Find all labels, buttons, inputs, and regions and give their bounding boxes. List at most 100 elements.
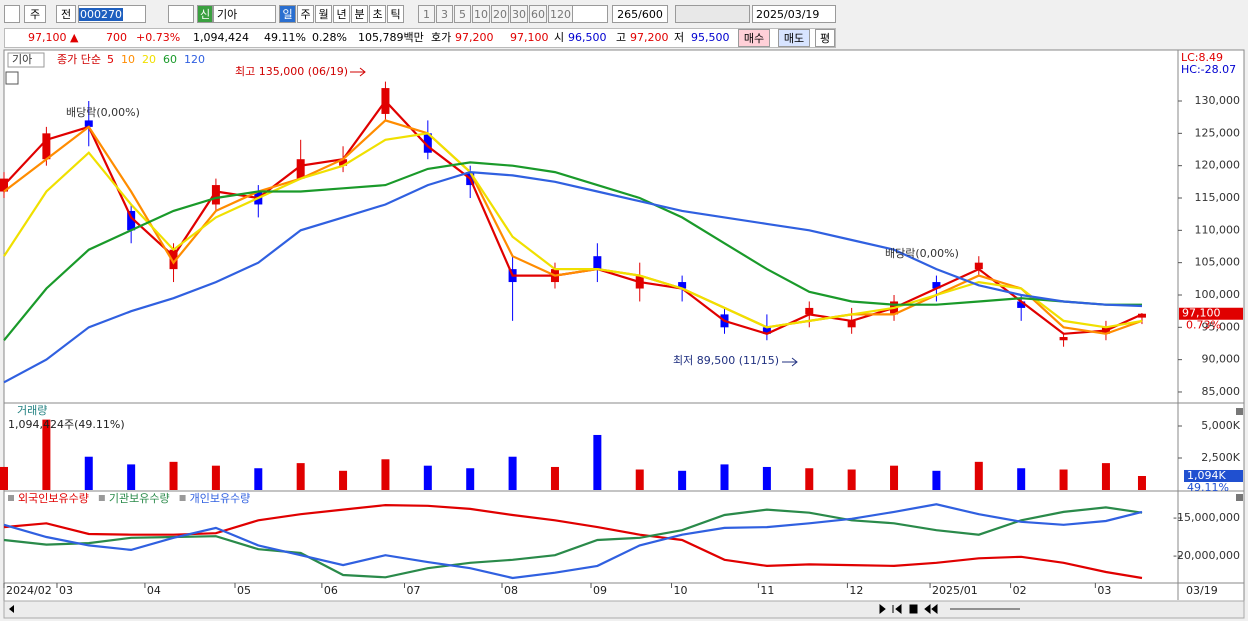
candle-body <box>339 159 348 166</box>
last-volume-pct: 49.11% <box>1187 481 1229 494</box>
moving-average <box>3 119 1143 335</box>
tool-icons[interactable] <box>675 5 750 23</box>
chart-frame <box>3 49 1245 602</box>
candle-body <box>1017 301 1026 308</box>
prev-button[interactable]: 전 <box>56 5 76 23</box>
candle-body <box>847 320 856 328</box>
panel-close[interactable] <box>1236 494 1243 501</box>
high-label: 고 <box>616 31 627 44</box>
volume-bar <box>84 456 93 490</box>
x-end-label: 03/19 <box>1186 584 1218 597</box>
date-input[interactable]: 2025/03/19 <box>752 5 836 23</box>
high: 97,200 <box>630 31 669 44</box>
volume-bar <box>550 466 559 490</box>
volume-bar <box>678 470 687 490</box>
y-tick-label: 90,000 <box>1202 353 1241 366</box>
period-button[interactable]: 초 <box>369 5 386 23</box>
volume-bar <box>211 465 220 490</box>
x-tick-label: 09 <box>593 584 607 597</box>
x-tick-label: 04 <box>147 584 161 597</box>
interval-button[interactable]: 1 <box>418 5 435 23</box>
volume-bar <box>381 459 390 490</box>
volume-bar <box>254 468 263 490</box>
x-tick-label: 05 <box>237 584 251 597</box>
quote-bar <box>4 28 836 48</box>
candle-body <box>762 327 771 334</box>
interval-button[interactable]: 30 <box>510 5 528 23</box>
buy-button[interactable]: 매수 <box>738 29 770 47</box>
period-button[interactable]: 분 <box>351 5 368 23</box>
volume-bar <box>466 468 475 490</box>
candle-body <box>127 210 136 231</box>
period-button[interactable]: 틱 <box>387 5 404 23</box>
candle-body <box>1137 313 1146 318</box>
lc-label: LC:8.49 <box>1181 51 1223 64</box>
candle-body <box>169 249 178 270</box>
candle-body <box>84 120 93 127</box>
period-button[interactable]: 년 <box>333 5 350 23</box>
legend-swatch <box>98 495 105 501</box>
legend-entry: 외국인보유수량 <box>18 492 89 505</box>
y-tick-label: 2,500K <box>1201 451 1240 464</box>
period-button[interactable]: 일 <box>279 5 296 23</box>
volume-bar <box>890 465 899 490</box>
volume-bar <box>974 461 983 490</box>
y-tick-label: 115,000 <box>1195 191 1241 204</box>
bid-label: 호가 <box>431 31 452 44</box>
period-button[interactable]: 월 <box>315 5 332 23</box>
low: 95,500 <box>691 31 730 44</box>
moving-average <box>3 170 1143 384</box>
legend-entry: 10 <box>121 53 135 66</box>
grid-icon[interactable] <box>5 71 19 85</box>
scroll-controls[interactable] <box>879 603 938 615</box>
x-tick-label: 03 <box>1097 584 1111 597</box>
volume-ratio: 49.11% <box>264 31 306 44</box>
legend-swatch <box>179 495 186 501</box>
period-button[interactable]: 주 <box>297 5 314 23</box>
annotation-high: 최고 135,000 (06/19) <box>235 65 348 78</box>
interval-button[interactable]: 3 <box>436 5 453 23</box>
interval-select[interactable] <box>572 5 608 23</box>
interval-button[interactable]: 20 <box>491 5 509 23</box>
volume-bar <box>1101 463 1110 490</box>
volume-bar <box>1137 475 1146 490</box>
change: 700 <box>106 31 127 44</box>
market-select[interactable]: 주 <box>24 5 46 23</box>
moving-average <box>3 161 1142 341</box>
volume-bar <box>762 466 771 490</box>
panel-close[interactable] <box>1236 408 1243 415</box>
legend-entry: 개인보유수량 <box>190 492 251 505</box>
x-tick-label: 10 <box>674 584 688 597</box>
volume-bar <box>720 464 729 490</box>
annotation-dividend: 배당락(0,00%) <box>885 247 959 260</box>
interval-button[interactable]: 60 <box>529 5 547 23</box>
y-tick-label: 95,000 <box>1202 320 1241 333</box>
candle-body <box>932 282 941 289</box>
holdings-line <box>3 503 1143 580</box>
y-tick-label: -15,000,000 <box>1173 511 1240 524</box>
name-input[interactable]: 기아 <box>213 5 276 23</box>
panel-title: 거래량 <box>17 404 47 417</box>
x-tick-label: 11 <box>760 584 774 597</box>
interval-button[interactable]: 5 <box>454 5 471 23</box>
sell-button[interactable]: 매도 <box>778 29 810 47</box>
y-tick-label: 85,000 <box>1202 385 1241 398</box>
volume-bar <box>932 470 941 490</box>
interval-button[interactable]: 120 <box>548 5 573 23</box>
scrollbar[interactable] <box>3 600 1245 619</box>
legend-swatch <box>8 495 14 501</box>
code-input[interactable]: 000270 <box>78 5 146 23</box>
menu-icon[interactable] <box>4 5 20 23</box>
turnover: 0.28% <box>312 31 347 44</box>
y-tick-label: 110,000 <box>1195 223 1241 236</box>
moving-average <box>3 132 1143 329</box>
x-tick-label: 03 <box>59 584 73 597</box>
volume-bar <box>42 419 51 490</box>
x-tick-label: 12 <box>849 584 863 597</box>
avg-button[interactable]: 평 <box>815 29 835 47</box>
interval-button[interactable]: 10 <box>472 5 490 23</box>
scroll-left[interactable] <box>9 605 14 613</box>
search-icon[interactable] <box>168 5 194 23</box>
y-tick-label: 5,000K <box>1201 419 1240 432</box>
